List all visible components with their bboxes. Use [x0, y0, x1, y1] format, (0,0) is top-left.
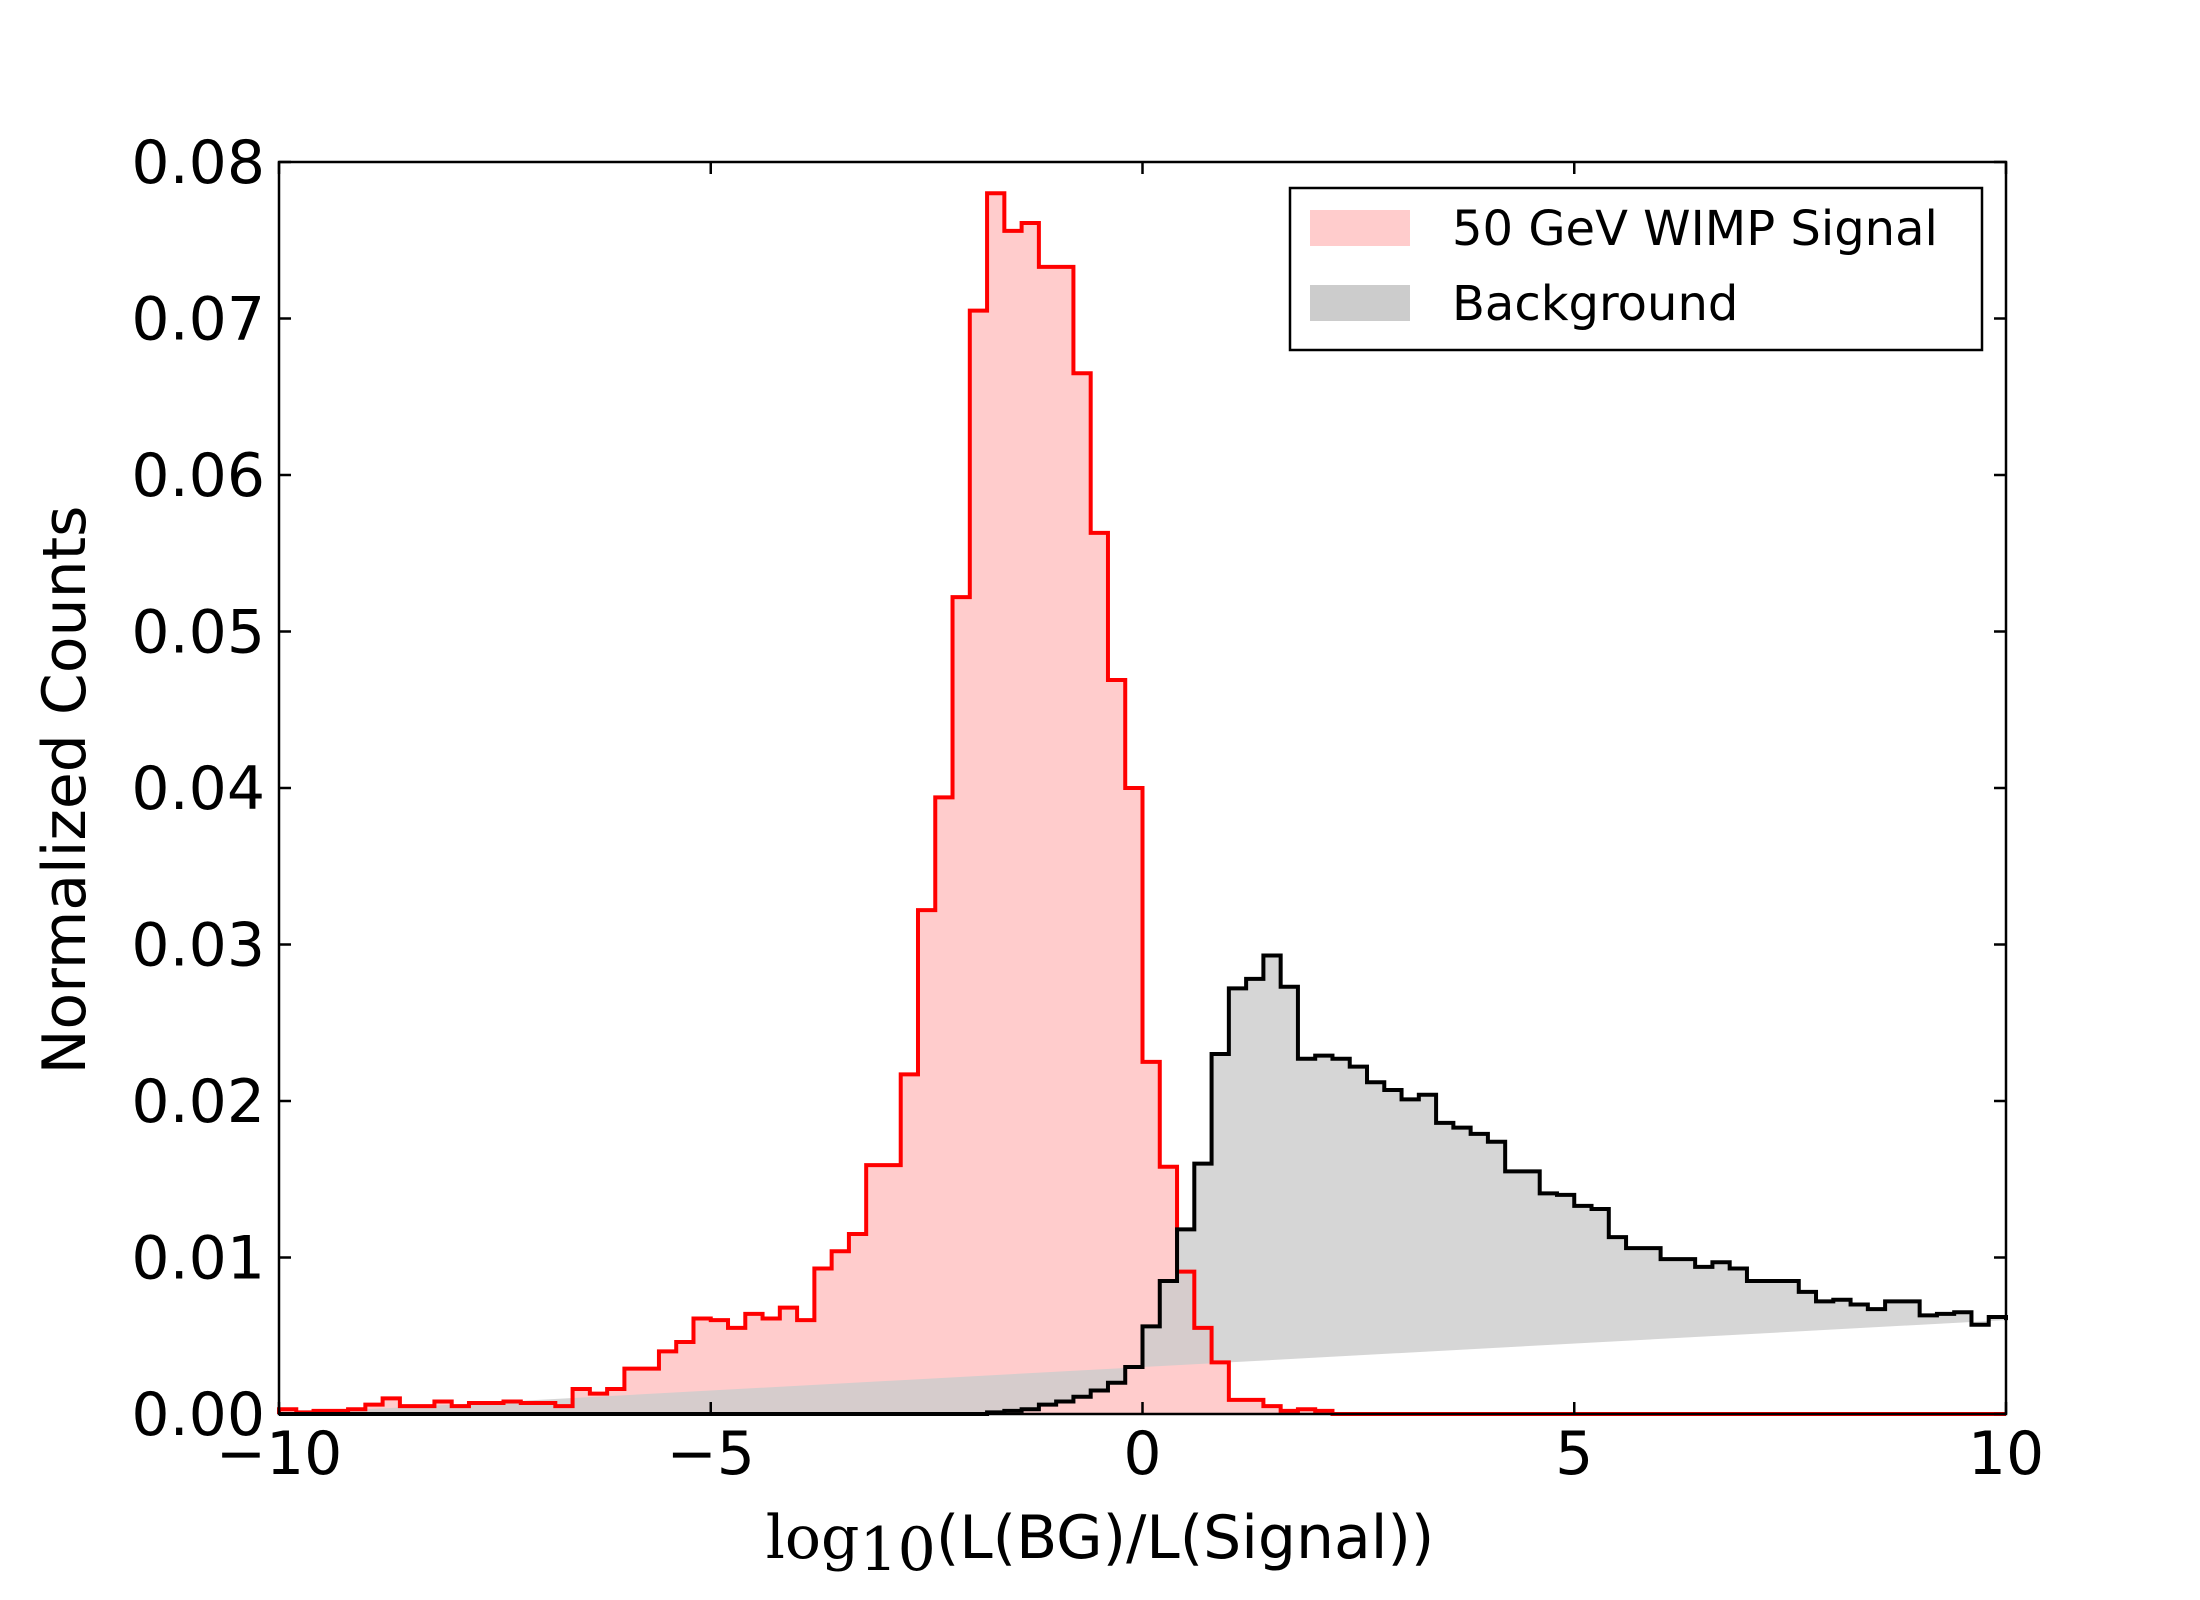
x-tick-label: −5 [667, 1419, 755, 1489]
y-tick-label: 0.02 [131, 1067, 265, 1137]
y-tick-labels: 0.00 0.01 0.02 0.03 0.04 0.05 0.06 0.07 0.08 [131, 128, 265, 1450]
y-tick-label: 0.01 [131, 1224, 265, 1294]
y-tick-label: 0.08 [131, 128, 265, 198]
legend-label-background: Background [1452, 276, 1738, 332]
background-fill [279, 955, 2006, 1414]
x-tick-label: −10 [216, 1419, 343, 1489]
x-axis-label: log10(L(BG)/L(Signal)) [766, 1503, 1435, 1585]
x-tick-label: 0 [1123, 1419, 1161, 1489]
axis-ticks [277, 160, 2008, 1416]
x-axis-label-rest: (L(BG)/L(Signal)) [936, 1503, 1434, 1573]
legend-frame [1288, 186, 1984, 352]
legend-swatch-background [1310, 285, 1410, 321]
y-tick-label: 0.07 [131, 285, 265, 355]
x-axis-label-subscript: 10 [859, 1515, 935, 1585]
y-axis-label: Normalized Counts [30, 506, 100, 1075]
y-tick-label: 0.05 [131, 598, 265, 668]
x-tick-label: 10 [1968, 1419, 2044, 1489]
legend-label-signal: 50 GeV WIMP Signal [1452, 201, 1938, 257]
x-tick-labels: −10 −5 0 5 10 [216, 1419, 2044, 1489]
legend: 50 GeV WIMP Signal Background [1288, 186, 1984, 352]
y-tick-label: 0.03 [131, 911, 265, 981]
y-tick-label: 0.00 [131, 1380, 265, 1450]
y-tick-label: 0.06 [131, 441, 265, 511]
legend-swatch-signal [1310, 210, 1410, 246]
y-tick-label: 0.04 [131, 754, 265, 824]
x-tick-label: 5 [1555, 1419, 1593, 1489]
x-axis-label-math: log [766, 1503, 860, 1573]
